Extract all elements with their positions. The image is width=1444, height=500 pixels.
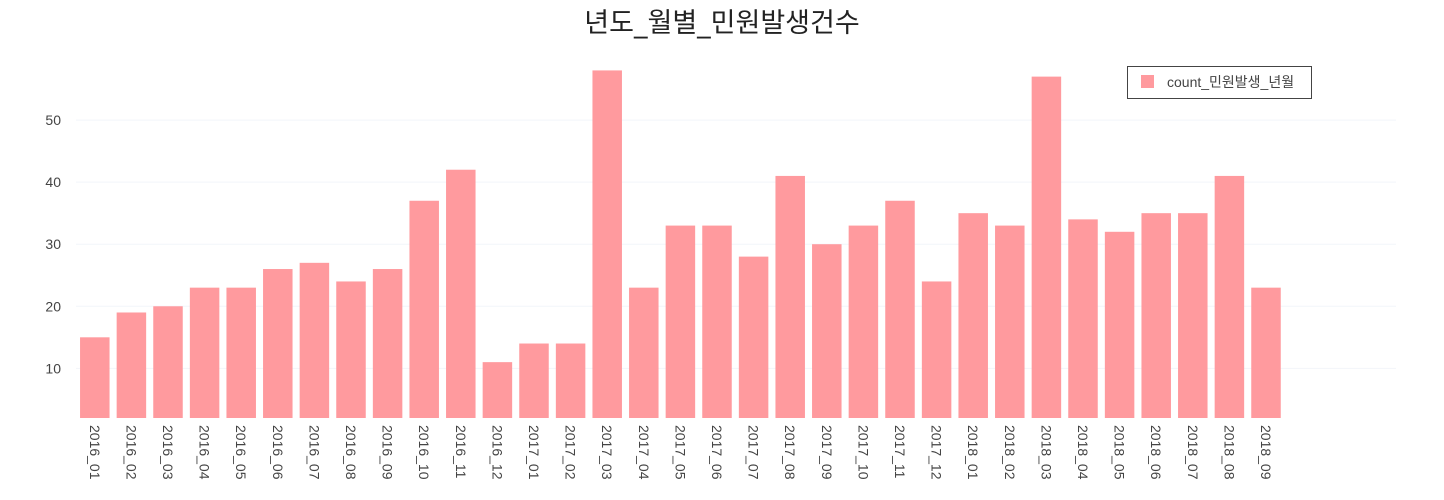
bar-2017_12[interactable] xyxy=(921,281,952,418)
bar-2016_01[interactable] xyxy=(80,337,110,418)
bar-2017_07[interactable] xyxy=(738,256,769,418)
bar-2016_12[interactable] xyxy=(482,362,513,418)
bar-2016_08[interactable] xyxy=(336,281,366,418)
bar-2016_03[interactable] xyxy=(153,306,183,418)
x-axis: 2016_01 2016_02 2016_03 2016_04 2016_05 2016_… xyxy=(87,425,1274,480)
x-tick-label: 2016_07 xyxy=(306,425,322,480)
legend-swatch xyxy=(1141,75,1154,88)
legend-box xyxy=(1127,66,1312,99)
x-tick-label: 2016_04 xyxy=(197,425,213,480)
x-tick-label: 2016_09 xyxy=(380,425,396,480)
x-tick-label: 2017_03 xyxy=(599,425,615,480)
chart-title: 년도_월별_민원발생건수 xyxy=(584,8,859,39)
bar-2017_03[interactable] xyxy=(592,70,622,419)
bar-2016_05[interactable] xyxy=(226,287,256,418)
x-tick-label: 2017_11 xyxy=(892,425,908,479)
bar-2016_11[interactable] xyxy=(446,169,476,418)
x-tick-label: 2017_04 xyxy=(636,425,652,480)
bar-2018_01[interactable] xyxy=(958,213,988,418)
bar-2017_09[interactable] xyxy=(812,244,842,418)
bar-2018_02[interactable] xyxy=(995,225,1025,418)
x-tick-label: 2018_09 xyxy=(1258,425,1274,480)
legend[interactable]: count_민원발생_년월 xyxy=(1127,66,1312,99)
x-tick-label: 2017_02 xyxy=(563,425,579,480)
grid-layer xyxy=(76,119,1396,369)
x-tick-label: 2018_01 xyxy=(965,425,981,480)
bar-2017_06[interactable] xyxy=(702,225,732,418)
x-tick-label: 2017_07 xyxy=(746,425,762,480)
y-tick-label: 40 xyxy=(45,174,61,190)
x-tick-label: 2018_06 xyxy=(1148,425,1164,480)
bar-2018_07[interactable] xyxy=(1178,213,1208,418)
bar-2018_03[interactable] xyxy=(1031,76,1062,418)
bar-2018_08[interactable] xyxy=(1214,175,1245,418)
bar-2017_01[interactable] xyxy=(519,343,549,418)
bar-2017_02[interactable] xyxy=(555,343,586,418)
bar-2018_09[interactable] xyxy=(1251,287,1281,418)
x-tick-label: 2018_05 xyxy=(1112,425,1128,480)
x-tick-label: 2018_07 xyxy=(1185,425,1201,480)
x-tick-label: 2016_08 xyxy=(343,425,359,480)
bar-2018_06[interactable] xyxy=(1141,213,1171,418)
bar-2018_05[interactable] xyxy=(1104,231,1135,418)
x-tick-label: 2017_12 xyxy=(929,425,945,480)
bar-2016_10[interactable] xyxy=(409,200,439,418)
bar-2016_07[interactable] xyxy=(299,262,330,418)
x-tick-label: 2016_03 xyxy=(160,425,176,480)
y-tick-label: 30 xyxy=(45,236,61,252)
x-tick-label: 2016_10 xyxy=(416,425,432,480)
y-tick-label: 50 xyxy=(45,112,61,128)
bar-2017_11[interactable] xyxy=(885,200,915,418)
x-tick-label: 2017_05 xyxy=(672,425,688,480)
bar-2018_04[interactable] xyxy=(1068,219,1098,418)
y-tick-label: 20 xyxy=(45,298,61,314)
x-tick-label: 2018_02 xyxy=(1002,425,1018,480)
x-tick-label: 2016_01 xyxy=(87,425,103,480)
bar-2017_10[interactable] xyxy=(848,225,879,418)
x-tick-label: 2016_11 xyxy=(453,425,469,479)
x-tick-label: 2017_01 xyxy=(526,425,542,480)
bar-2016_09[interactable] xyxy=(372,269,403,418)
x-tick-label: 2016_06 xyxy=(270,425,286,480)
x-tick-label: 2016_12 xyxy=(489,425,505,480)
bar-2017_08[interactable] xyxy=(775,175,805,418)
y-tick-label: 10 xyxy=(45,360,61,376)
x-tick-label: 2017_08 xyxy=(782,425,798,480)
x-tick-label: 2018_04 xyxy=(1075,425,1091,480)
x-tick-label: 2016_05 xyxy=(233,425,249,480)
y-axis: 10 20 30 40 50 xyxy=(45,112,61,376)
bar-2017_04[interactable] xyxy=(629,287,659,418)
bar-2016_04[interactable] xyxy=(189,287,220,418)
x-tick-label: 2017_10 xyxy=(855,425,871,480)
x-tick-label: 2017_09 xyxy=(819,425,835,480)
bar-layer xyxy=(80,70,1281,419)
bar-2016_02[interactable] xyxy=(116,312,147,418)
x-tick-label: 2018_03 xyxy=(1038,425,1054,480)
bar-2016_06[interactable] xyxy=(263,269,293,418)
legend-label: count_민원발생_년월 xyxy=(1167,74,1294,90)
x-tick-label: 2017_06 xyxy=(709,425,725,480)
x-tick-label: 2018_08 xyxy=(1221,425,1237,480)
bar-2017_05[interactable] xyxy=(665,225,696,418)
x-tick-label: 2016_02 xyxy=(123,425,139,480)
